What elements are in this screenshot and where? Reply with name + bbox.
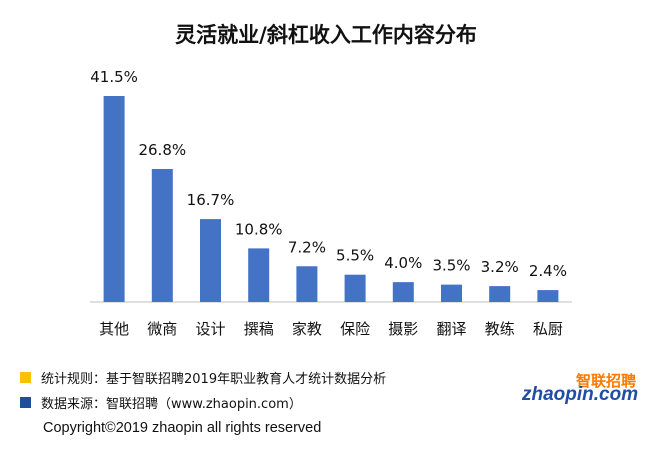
category-label-1: 微商 (147, 320, 177, 338)
yellow-square-icon (20, 372, 31, 383)
footer-source-text: 数据来源：智联招聘（www.zhaopin.com） (41, 397, 302, 412)
data-label-9: 2.4% (529, 262, 567, 280)
bars-group (103, 96, 559, 302)
category-label-2: 设计 (195, 320, 225, 338)
category-labels-group: 其他 微商 设计 撰稿 家教 保险 摄影 翻译 教练 私厨 (99, 320, 563, 338)
category-label-5: 保险 (340, 320, 370, 338)
blue-square-icon (20, 397, 31, 408)
bar-5 (344, 274, 366, 302)
logo-en-text: zhaopin.com (522, 384, 639, 405)
bar-3 (248, 248, 270, 302)
data-label-3: 10.8% (235, 220, 283, 238)
chart-title: 灵活就业/斜杠收入工作内容分布 (175, 23, 477, 47)
data-label-8: 3.2% (481, 258, 519, 276)
category-label-0: 其他 (99, 320, 129, 338)
bar-2 (200, 219, 221, 302)
data-label-5: 5.5% (336, 247, 374, 265)
bar-4 (296, 266, 318, 302)
data-label-1: 26.8% (138, 141, 186, 159)
data-label-0: 41.5% (90, 68, 138, 86)
footer-rule: 统计规则：基于智联招聘2019年职业教育人才统计数据分析 (20, 368, 386, 387)
bar-9 (537, 290, 559, 302)
bar-8 (489, 286, 511, 302)
data-label-4: 7.2% (288, 238, 326, 256)
bar-6 (392, 282, 414, 302)
bar-0 (103, 96, 125, 302)
data-label-2: 16.7% (187, 191, 235, 209)
category-label-6: 摄影 (388, 320, 418, 338)
footer-source: 数据来源：智联招聘（www.zhaopin.com） (20, 393, 302, 412)
category-label-3: 撰稿 (244, 320, 274, 338)
zhaopin-logo: 智联招聘 zhaopin.com (522, 370, 640, 406)
data-label-7: 3.5% (432, 257, 470, 275)
logo-cn-text: 智联招聘 (575, 372, 636, 390)
bar-7 (441, 284, 462, 302)
data-labels-group: 41.5% 26.8% 16.7%10.8% 7.2% 5.5% 4.0% 3.5% 3.2%… (90, 68, 567, 280)
data-label-6: 4.0% (384, 254, 422, 272)
footer-rule-text: 统计规则：基于智联招聘2019年职业教育人才统计数据分析 (41, 372, 387, 387)
category-label-4: 家教 (292, 320, 322, 338)
bar-1 (151, 168, 173, 302)
copyright-text: Copyright©2019 zhaopin all rights reserv… (43, 420, 322, 436)
category-label-8: 教练 (485, 320, 515, 338)
category-label-9: 私厨 (533, 320, 563, 338)
category-label-7: 翻译 (436, 320, 466, 338)
